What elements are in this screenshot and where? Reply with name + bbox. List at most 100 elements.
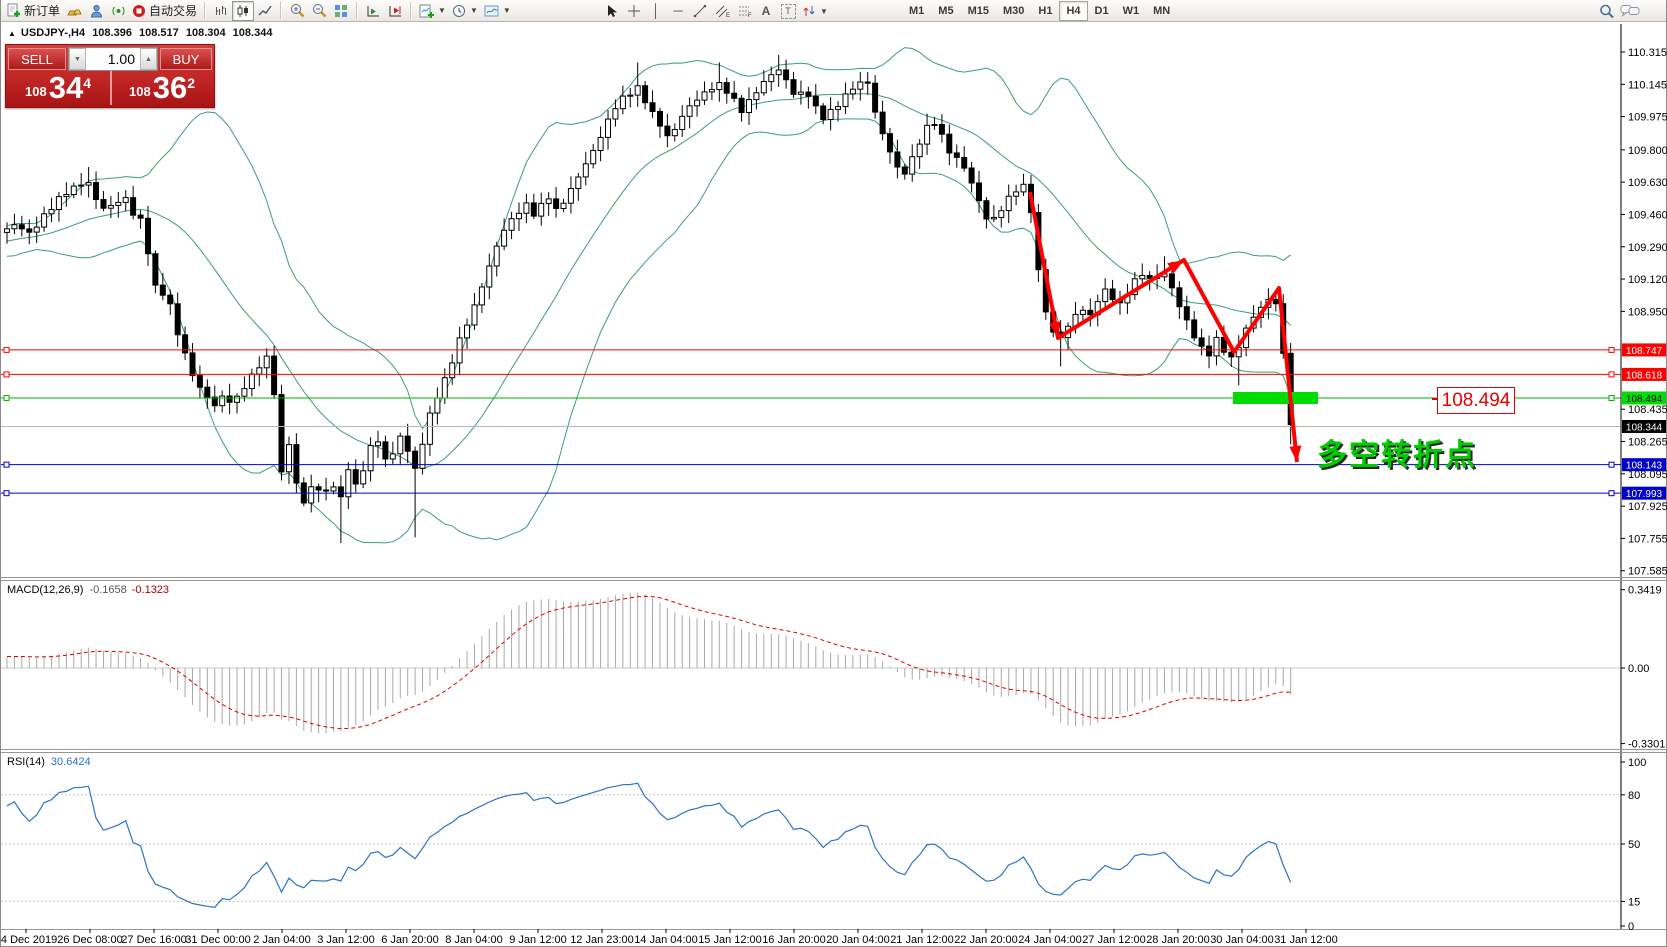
main-toolbar: 新订单 自动交易: [1, 0, 1666, 22]
time-axis-label: 24 Jan 04:00: [1018, 934, 1082, 946]
sell-price[interactable]: 108 34 4: [6, 71, 110, 103]
zoom-out-button[interactable]: [308, 1, 330, 21]
fibonacci-tool-button[interactable]: F: [733, 1, 755, 21]
search-icon: [1599, 4, 1614, 18]
bar-chart-icon: [216, 5, 227, 15]
time-axis-label: 26 Dec 08:00: [57, 934, 122, 946]
drawing-tools-group: │ ─ E F A T ▼: [601, 0, 831, 22]
collapse-icon[interactable]: ▲: [8, 29, 16, 38]
sell-price-prefix: 108: [25, 84, 47, 99]
rsi-axis-label: 80: [1628, 790, 1640, 802]
trend-arrow-object[interactable]: [1028, 191, 1299, 463]
channel-tool-button[interactable]: E: [711, 1, 733, 21]
horizontal-line-object[interactable]: [1, 371, 1621, 378]
timeframe-button-M5[interactable]: M5: [938, 5, 954, 17]
rsi-axis-label: 100: [1628, 757, 1646, 769]
price-axis-label: 108.435: [1628, 404, 1667, 416]
auto-trading-button[interactable]: 自动交易: [129, 1, 200, 21]
volume-input[interactable]: 1.00: [107, 51, 135, 67]
horizontal-line-tool-button[interactable]: ─: [667, 1, 689, 21]
annotation-text[interactable]: 多空转折点: [1317, 439, 1477, 472]
rsi-axis-label: 15: [1628, 896, 1640, 908]
profile-button[interactable]: [85, 1, 107, 21]
one-click-trading-panel: SELL ▼ 1.00 ▲ BUY 108 34 4 108 36 2: [5, 44, 215, 108]
search-button[interactable]: [1595, 1, 1617, 21]
buy-button[interactable]: BUY: [160, 48, 212, 70]
trendline-tool-button[interactable]: [689, 1, 711, 21]
svg-text:108.143: 108.143: [1626, 461, 1663, 472]
arrowhead: [1167, 260, 1184, 274]
timeframe-button-M1[interactable]: M1: [909, 5, 925, 17]
toolbar-right-group: [1595, 0, 1643, 22]
timeframe-button-H4[interactable]: H4: [1059, 1, 1088, 21]
timeframe-button-H1[interactable]: H1: [1038, 5, 1053, 17]
time-axis-label: 30 Jan 04:00: [1210, 934, 1274, 946]
toolbar-left-group: 新订单 自动交易: [3, 0, 514, 22]
vertical-line-tool-button[interactable]: │: [645, 1, 667, 21]
zoom-in-icon: [290, 4, 304, 18]
price-axis-label: 110.315: [1628, 47, 1667, 59]
time-axis-label: 16 Jan 20:00: [762, 934, 826, 946]
text-label-tool-button[interactable]: T: [777, 1, 799, 21]
rsi-label: RSI(14) 30.6424: [7, 756, 91, 768]
auto-scroll-icon: [367, 5, 379, 16]
price-callout-label[interactable]: 108.494: [1432, 387, 1515, 414]
template-icon: [484, 5, 499, 16]
cursor-tool-button[interactable]: [601, 1, 623, 21]
time-axis-label: 31 Jan 12:00: [1274, 934, 1338, 946]
clock-icon: [452, 4, 465, 17]
crosshair-tool-button[interactable]: [623, 1, 645, 21]
new-order-button[interactable]: 新订单: [3, 1, 63, 21]
new-order-label: 新订单: [24, 4, 61, 18]
timeframe-button-M30[interactable]: M30: [1002, 5, 1025, 17]
tile-windows-button[interactable]: [330, 1, 352, 21]
zoom-out-icon: [312, 4, 326, 18]
highlight-rectangle-object[interactable]: [1233, 391, 1318, 404]
line-chart-mode-button[interactable]: [254, 1, 276, 21]
horizontal-line-object[interactable]: [1, 490, 1621, 497]
svg-text:108.494: 108.494: [1626, 394, 1663, 405]
rsi-axis-label: 50: [1628, 839, 1640, 851]
profile-icon: [90, 4, 102, 17]
time-axis-label: 31 Dec 00:00: [185, 934, 250, 946]
timeframe-button-W1[interactable]: W1: [1122, 5, 1140, 17]
indicators-button[interactable]: ▼: [416, 1, 449, 21]
zoom-in-button[interactable]: [286, 1, 308, 21]
bar-chart-mode-button[interactable]: [210, 1, 232, 21]
candlestick-mode-button[interactable]: [232, 0, 255, 21]
timeframe-button-MN[interactable]: MN: [1153, 5, 1171, 17]
chart-shift-button[interactable]: [384, 1, 406, 21]
signals-button[interactable]: [107, 1, 129, 21]
timeframe-button-D1[interactable]: D1: [1094, 5, 1109, 17]
auto-scroll-button[interactable]: [362, 1, 384, 21]
text-label-icon: T: [780, 3, 796, 19]
horizontal-line-object[interactable]: [1, 394, 1621, 401]
macd-label: MACD(12,26,9) -0.1658 -0.1323: [7, 584, 169, 596]
volume-decrease-button[interactable]: ▼: [69, 48, 86, 70]
buy-price-prefix: 108: [129, 84, 151, 99]
timeframe-button-M15[interactable]: M15: [967, 5, 989, 17]
templates-button[interactable]: ▼: [481, 1, 514, 21]
tile-windows-icon: [335, 4, 348, 17]
sell-button[interactable]: SELL: [8, 48, 66, 70]
price-badge: 108.494: [1622, 391, 1666, 405]
gold-ingots-icon: [67, 9, 82, 15]
price-badge: 108.618: [1622, 367, 1666, 381]
volume-box: ▼ 1.00 ▲: [68, 47, 158, 71]
chat-button[interactable]: [1617, 1, 1643, 21]
time-axis-label: 2 Jan 04:00: [253, 934, 311, 946]
new-order-icon: [7, 3, 20, 17]
buy-price[interactable]: 108 36 2: [110, 71, 214, 103]
horizontal-line-object[interactable]: [1, 461, 1621, 468]
horizontal-line-object[interactable]: [1, 346, 1621, 353]
line-chart-icon: [258, 5, 272, 15]
price-axis-label: 108.950: [1628, 306, 1667, 318]
equidistant-channel-icon: E: [715, 5, 730, 18]
arrows-tool-button[interactable]: ▼: [799, 1, 831, 21]
text-tool-button[interactable]: A: [755, 1, 777, 21]
macd-name: MACD(12,26,9): [7, 584, 84, 596]
volume-increase-button[interactable]: ▲: [140, 48, 157, 70]
market-watch-button[interactable]: [63, 1, 85, 21]
periods-button[interactable]: ▼: [449, 1, 481, 21]
